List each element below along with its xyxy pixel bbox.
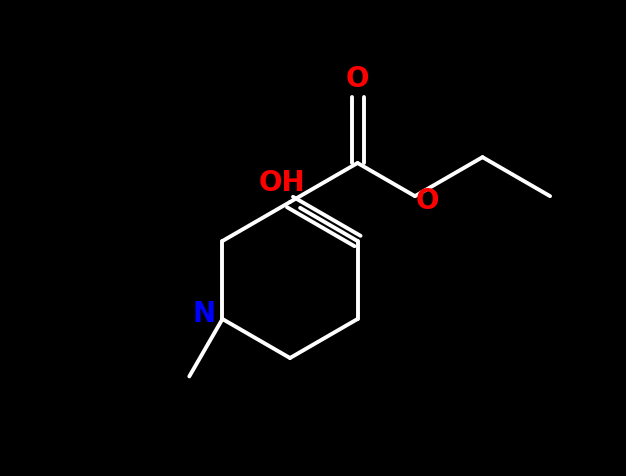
Text: O: O <box>415 187 439 215</box>
Text: N: N <box>193 300 216 328</box>
Text: O: O <box>346 65 369 93</box>
Text: OH: OH <box>259 169 305 197</box>
